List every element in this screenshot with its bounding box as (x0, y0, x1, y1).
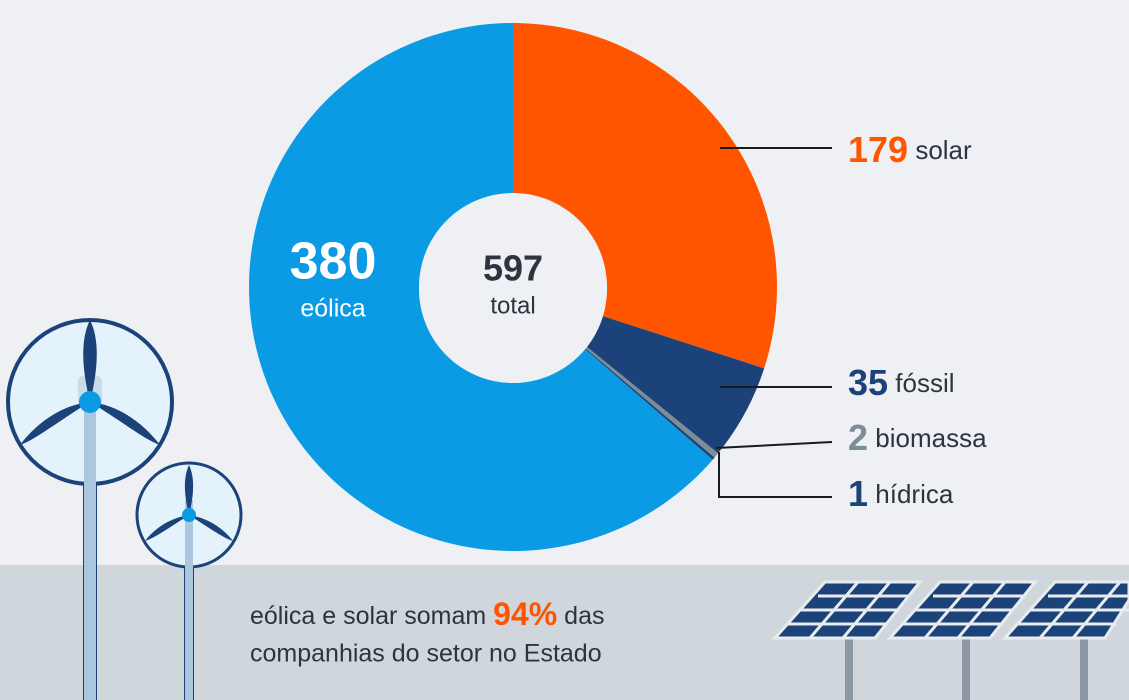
slice-name: eólica (300, 295, 365, 323)
slice-name: solar (915, 135, 972, 165)
caption-before: eólica e solar somam (250, 602, 486, 630)
slice-label: 1 hídrica (848, 473, 954, 514)
total-label: total (490, 292, 535, 319)
slice-name: fóssil (895, 368, 954, 398)
slice-value: 179 (848, 129, 908, 170)
caption-line1: eólica e solar somam 94% das (250, 596, 604, 632)
slice-value: 1 (848, 473, 868, 514)
donut-slice (584, 346, 719, 458)
caption-line2: companhias do setor no Estado (250, 640, 602, 668)
caption-after: das (564, 602, 604, 630)
slice-value: 380 (290, 233, 377, 291)
donut-slice (513, 23, 777, 369)
donut-slice (584, 347, 715, 460)
big-turbine (6, 318, 174, 700)
caption-highlight: 94% (493, 596, 557, 632)
small-turbine (135, 461, 243, 700)
donut-slice (249, 23, 713, 551)
slice-label: 35 fóssil (848, 362, 955, 403)
slice-value: 35 (848, 362, 888, 403)
solar-panels (771, 580, 1129, 700)
slice-label: 2 biomassa (848, 417, 987, 458)
leader-line (718, 452, 832, 498)
leader-line (715, 441, 833, 449)
donut-slice (586, 315, 765, 454)
slice-value: 2 (848, 417, 868, 458)
slice-name: hídrica (875, 479, 954, 509)
slice-label: 179 solar (848, 129, 972, 170)
total-value: 597 (483, 248, 543, 289)
donut-hole (419, 195, 607, 383)
slice-name: biomassa (875, 423, 987, 453)
